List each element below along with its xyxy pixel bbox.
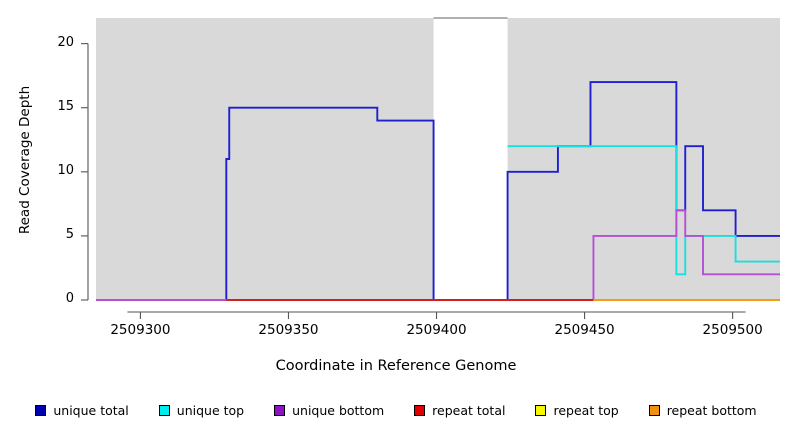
legend-item: repeat top (535, 402, 619, 418)
legend-swatch-icon (414, 404, 426, 416)
legend-label: unique bottom (292, 402, 385, 418)
x-tick-label: 2509400 (406, 322, 467, 338)
y-tick-label: 15 (57, 98, 74, 114)
legend-label: unique top (176, 402, 245, 418)
legend-label: repeat total (432, 402, 506, 418)
legend-swatch-icon (648, 404, 660, 416)
panel-rect (507, 18, 780, 300)
series-unique-total (96, 81, 780, 301)
legend-label: repeat top (553, 402, 619, 418)
legend-item: unique bottom (274, 403, 384, 418)
x-tick-label: 2509500 (702, 322, 763, 338)
legend-swatch-icon (158, 404, 170, 416)
x-tick-label: 2509300 (110, 322, 171, 338)
legend-item: repeat bottom (648, 402, 757, 418)
y-tick-label: 10 (57, 162, 74, 178)
y-tick-label: 0 (65, 291, 74, 306)
legend-swatch-icon (535, 404, 547, 416)
panel-rect (96, 18, 434, 300)
legend-label: unique total (53, 402, 129, 418)
legend-item: unique total (35, 402, 129, 418)
series-lines (96, 81, 780, 301)
x-tick-label: 2509350 (258, 322, 319, 338)
legend-label: repeat bottom (666, 402, 757, 418)
panel-background (96, 17, 780, 300)
y-axis-title: Read Coverage Depth (17, 85, 33, 235)
legend-swatch-icon (274, 404, 286, 416)
series-unique-top (507, 145, 780, 276)
axis-lines-and-ticks (81, 43, 746, 319)
legend-item: unique top (158, 402, 245, 418)
legend-swatch-icon (35, 404, 47, 416)
y-tick-label: 5 (65, 226, 74, 242)
x-axis-title: Coordinate in Reference Genome (275, 358, 517, 374)
legend-item: repeat total (414, 403, 505, 418)
y-tick-label: 20 (57, 34, 74, 50)
series-unique-bottom (96, 209, 780, 301)
x-tick-label: 2509450 (554, 322, 615, 338)
chart-legend: unique total unique top unique bottom repea… (0, 398, 792, 422)
